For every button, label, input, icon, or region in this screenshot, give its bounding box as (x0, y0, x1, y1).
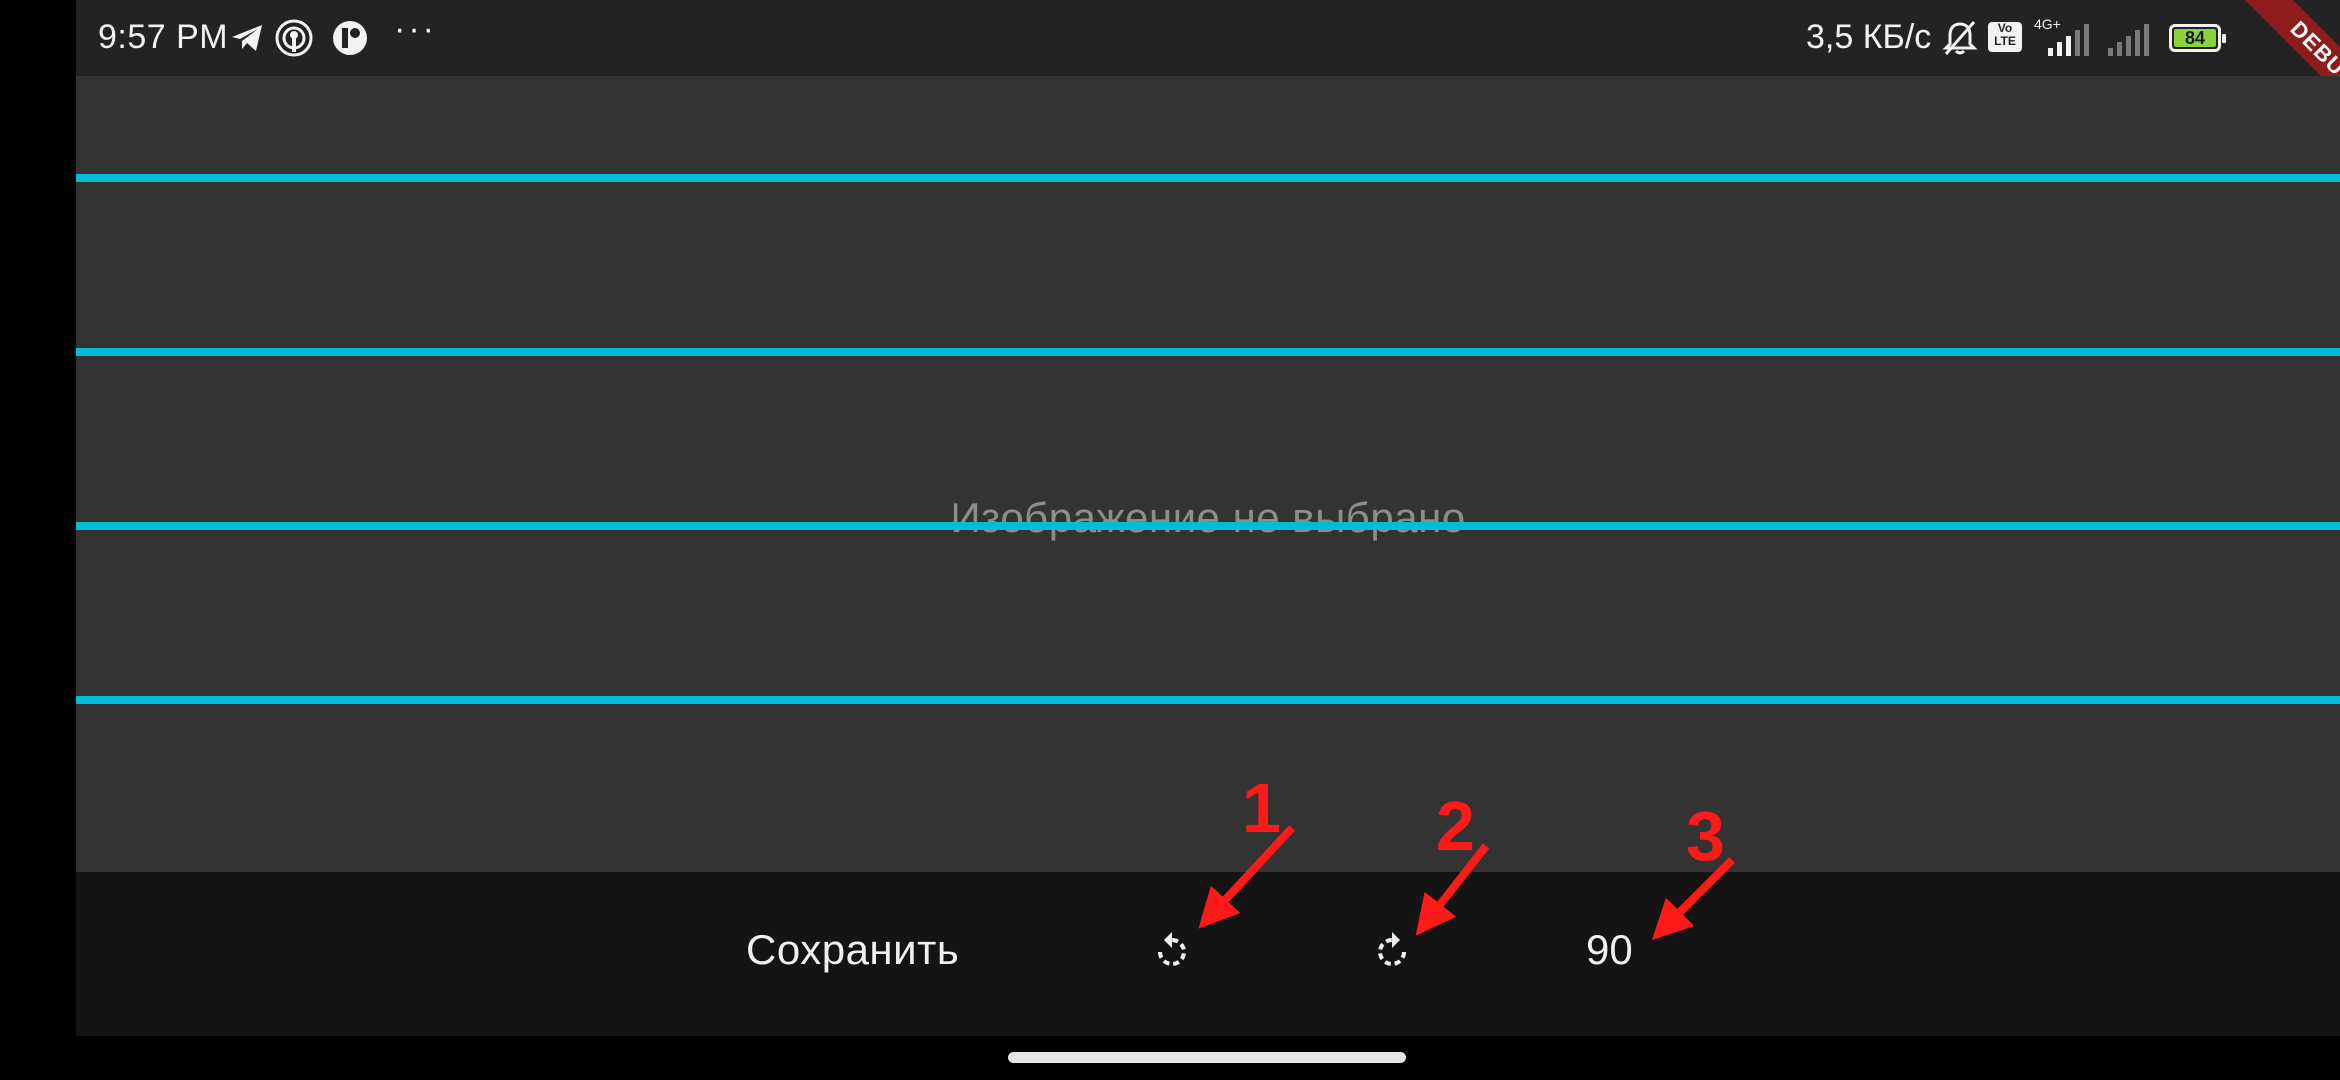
guide-line (76, 522, 2340, 530)
status-bar: 9:57 PM ··· 3,5 КБ/с Vo LTE 4G+ (76, 0, 2340, 138)
battery-level: 84 (2184, 28, 2206, 48)
status-time: 9:57 PM (98, 18, 229, 56)
gesture-nav-handle[interactable] (1008, 1052, 1406, 1063)
status-overflow-dots: ··· (394, 10, 437, 48)
network-type: 4G+ (2034, 16, 2061, 32)
annotation-label-1: 1 (1242, 769, 1281, 847)
telegram-icon (232, 25, 262, 51)
annotation-label-2: 2 (1436, 787, 1475, 865)
rotate-right-icon (1378, 932, 1406, 966)
annotation-arrow-3 (1651, 857, 1735, 941)
rotate-left-icon (1158, 932, 1186, 966)
notifications-off-icon (1942, 21, 1978, 55)
annotation-arrow-2 (1415, 843, 1490, 936)
network-speed: 3,5 КБ/с (1806, 18, 1932, 56)
rotate-left-button[interactable] (1148, 926, 1196, 974)
rotate-right-button[interactable] (1368, 926, 1416, 974)
guide-line (76, 348, 2340, 356)
volte-icon: Vo LTE (1988, 22, 2022, 52)
annotation-arrows (1198, 825, 1735, 941)
image-canvas[interactable]: Изображение не выбрано (76, 76, 2340, 872)
annotation-arrow-1 (1198, 825, 1295, 929)
save-button[interactable]: Сохранить (746, 926, 960, 973)
guide-line (76, 174, 2340, 182)
annotation-label-3: 3 (1686, 797, 1725, 875)
rotation-angle-value[interactable]: 90 (1586, 926, 1633, 973)
battery-icon: 84 (2169, 24, 2226, 52)
app-badge-icon (333, 21, 367, 55)
no-image-placeholder: Изображение не выбрано (950, 494, 1466, 541)
guide-line (76, 696, 2340, 704)
broadcast-icon (275, 19, 313, 57)
app-screen: 9:57 PM ··· 3,5 КБ/с Vo LTE 4G+ (76, 0, 2340, 1036)
signal-strength-sim2-icon (2108, 22, 2158, 56)
signal-strength-icon (2048, 22, 2098, 56)
